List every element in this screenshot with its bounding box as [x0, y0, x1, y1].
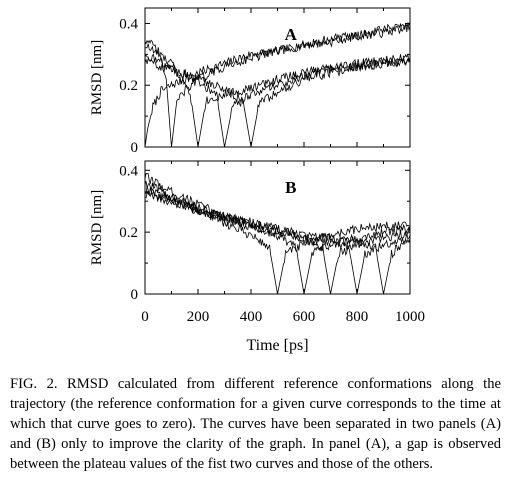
y-tick-label: 0	[131, 287, 139, 303]
x-tick-label: 800	[346, 309, 369, 325]
rmsd-series-line-A-200	[144, 43, 411, 148]
rmsd-series-line-A-400	[144, 57, 411, 148]
rmsd-series-line-A-100	[144, 22, 411, 148]
panel-label-B: B	[285, 178, 296, 197]
y-tick-label: 0	[131, 140, 139, 156]
y-tick-label: 0.2	[119, 225, 138, 241]
x-tick-label: 200	[187, 309, 210, 325]
figure-caption: FIG. 2. RMSD calculated from different r…	[10, 376, 501, 472]
plot-frame-A	[144, 7, 411, 148]
y-tick-label: 0.4	[119, 163, 138, 179]
panel-label-A: A	[285, 25, 298, 44]
y-axis-label: RMSD [nm]	[89, 190, 105, 265]
rmsd-series-line-B-900	[144, 190, 411, 295]
y-tick-label: 0.4	[119, 16, 138, 32]
x-tick-label: 1000	[395, 309, 425, 325]
rmsd-series-line-A-300	[144, 53, 411, 148]
rmsd-figure: 0 0.2 0.4 RMSD [nm] A 0 0.2 0.4 0 200 400 600 800 100…	[89, 7, 425, 354]
rmsd-series-line-A-0	[144, 22, 411, 148]
plot-frame-B	[144, 160, 411, 295]
y-axis-label: RMSD [nm]	[89, 40, 105, 115]
x-tick-label: 600	[293, 309, 316, 325]
x-axis-label: Time [ps]	[246, 337, 308, 354]
y-tick-label: 0.2	[119, 78, 138, 94]
x-tick-label: 400	[240, 309, 263, 325]
x-tick-label: 0	[141, 309, 149, 325]
